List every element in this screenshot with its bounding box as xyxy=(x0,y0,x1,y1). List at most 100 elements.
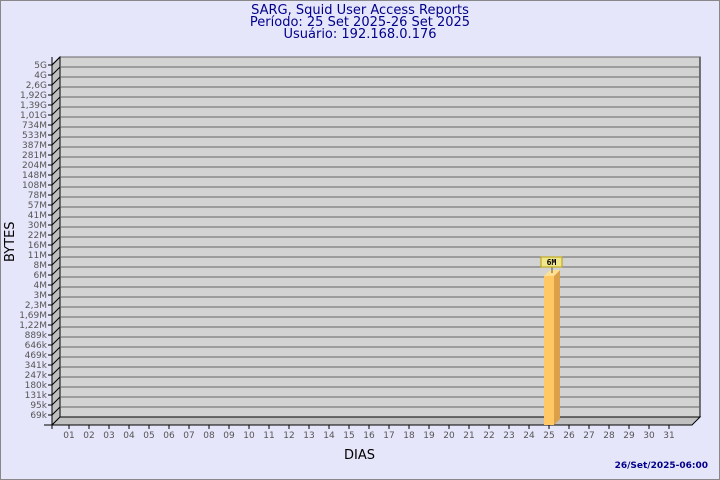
y-tick-diagonal xyxy=(51,266,61,276)
x-tick-label: 27 xyxy=(583,431,594,441)
y-tick-diagonal xyxy=(51,396,61,406)
x-tick-label: 30 xyxy=(643,431,655,441)
y-tick-label: 131k xyxy=(25,391,48,401)
y-tick-diagonal xyxy=(51,166,61,176)
y-tick-label: 469k xyxy=(25,351,48,361)
y-tick-diagonal xyxy=(51,216,61,226)
y-tick-label: 95k xyxy=(30,401,47,411)
y-tick-label: 1,22M xyxy=(19,321,47,331)
x-tick-label: 03 xyxy=(103,431,114,441)
chart-user: Usuário: 192.168.0.176 xyxy=(283,27,437,42)
x-tick-label: 16 xyxy=(363,431,375,441)
x-tick-label: 12 xyxy=(283,431,294,441)
x-tick-label: 06 xyxy=(163,431,175,441)
y-tick-label: 30M xyxy=(28,221,47,231)
y-tick-diagonal xyxy=(51,366,61,376)
y-tick-diagonal xyxy=(51,196,61,206)
y-tick-diagonal xyxy=(51,176,61,186)
y-tick-diagonal xyxy=(51,226,61,236)
y-tick-label: 1,92G xyxy=(20,91,47,101)
y-tick-diagonal xyxy=(51,156,61,166)
x-tick-label: 05 xyxy=(143,431,154,441)
y-tick-diagonal xyxy=(51,356,61,366)
y-tick-diagonal xyxy=(51,136,61,146)
y-tick-label: 247k xyxy=(25,371,48,381)
y-tick-diagonal xyxy=(51,116,61,126)
y-tick-diagonal xyxy=(51,146,61,156)
y-tick-label: 4M xyxy=(34,281,48,291)
x-tick-label: 08 xyxy=(203,431,215,441)
chart-title: SARG, Squid User Access Reports xyxy=(251,3,469,18)
x-tick-label: 09 xyxy=(223,431,235,441)
y-tick-label: 533M xyxy=(22,131,47,141)
y-tick-label: 16M xyxy=(28,241,47,251)
y-tick-diagonal xyxy=(51,126,61,136)
y-tick-label: 2,3M xyxy=(25,301,47,311)
y-tick-label: 22M xyxy=(28,231,47,241)
x-tick-label: 11 xyxy=(263,431,274,441)
y-tick-label: 341k xyxy=(25,361,48,371)
y-tick-label: 11M xyxy=(28,251,47,261)
y-tick-diagonal xyxy=(51,326,61,336)
y-tick-diagonal xyxy=(51,106,61,116)
plot-floor xyxy=(50,416,702,426)
y-tick-label: 204M xyxy=(22,161,47,171)
y-tick-diagonal xyxy=(51,206,61,216)
y-tick-label: 148M xyxy=(22,171,47,181)
y-tick-label: 281M xyxy=(22,151,47,161)
y-tick-diagonal xyxy=(51,406,61,416)
y-tick-label: 8M xyxy=(34,261,48,271)
x-tick-label: 26 xyxy=(563,431,575,441)
y-tick-diagonal xyxy=(51,346,61,356)
bar-side xyxy=(554,270,560,425)
y-tick-diagonal xyxy=(51,56,61,66)
x-tick-label: 21 xyxy=(463,431,474,441)
y-tick-diagonal xyxy=(51,306,61,316)
bar-label-box xyxy=(540,256,563,268)
x-tick-label: 20 xyxy=(443,431,455,441)
x-tick-label: 18 xyxy=(403,431,415,441)
x-tick-label: 28 xyxy=(603,431,615,441)
y-tick-diagonal xyxy=(51,186,61,196)
y-tick-label: 57M xyxy=(28,201,47,211)
y-tick-diagonal xyxy=(51,96,61,106)
y-tick-diagonal xyxy=(51,386,61,396)
x-axis-label: DIAS xyxy=(344,448,375,463)
y-tick-label: 1,69M xyxy=(19,311,47,321)
y-tick-diagonal xyxy=(51,76,61,86)
y-tick-diagonal xyxy=(51,286,61,296)
y-tick-diagonal xyxy=(51,246,61,256)
y-tick-diagonal xyxy=(51,66,61,76)
y-axis-label: BYTES xyxy=(3,221,18,262)
x-tick-label: 01 xyxy=(63,431,74,441)
y-tick-diagonal xyxy=(51,86,61,96)
x-tick-label: 17 xyxy=(383,431,394,441)
timestamp: 26/Set/2025-06:00 xyxy=(614,461,708,471)
x-tick-label: 29 xyxy=(623,431,635,441)
y-tick-label: 41M xyxy=(28,211,47,221)
y-tick-diagonal xyxy=(51,236,61,246)
y-tick-label: 4G xyxy=(34,71,47,81)
y-tick-diagonal xyxy=(51,376,61,386)
y-tick-label: 387M xyxy=(22,141,47,151)
y-tick-diagonal xyxy=(51,336,61,346)
y-tick-label: 734M xyxy=(22,121,47,131)
x-tick-label: 19 xyxy=(423,431,435,441)
x-tick-label: 04 xyxy=(123,431,135,441)
y-tick-label: 78M xyxy=(28,191,47,201)
y-tick-label: 5G xyxy=(34,61,47,71)
x-tick-label: 14 xyxy=(323,431,335,441)
y-tick-label: 1,01G xyxy=(20,111,47,121)
y-tick-label: 1,39G xyxy=(20,101,47,111)
chart-period: Período: 25 Set 2025-26 Set 2025 xyxy=(249,15,471,30)
x-tick-label: 24 xyxy=(523,431,535,441)
x-tick-label: 13 xyxy=(303,431,314,441)
y-tick-label: 108M xyxy=(22,181,47,191)
x-tick-label: 23 xyxy=(503,431,514,441)
x-tick-label: 02 xyxy=(83,431,94,441)
x-tick-label: 25 xyxy=(543,431,554,441)
y-tick-label: 3M xyxy=(34,291,48,301)
y-tick-label: 180k xyxy=(25,381,48,391)
x-tick-label: 07 xyxy=(183,431,194,441)
